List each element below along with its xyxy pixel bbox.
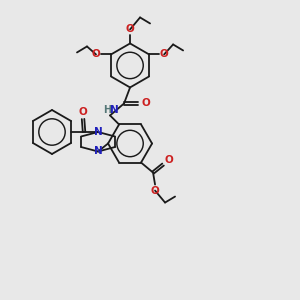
Text: O: O — [142, 98, 150, 108]
Text: O: O — [151, 186, 159, 196]
Text: O: O — [160, 50, 169, 59]
Text: O: O — [92, 50, 100, 59]
Text: O: O — [79, 107, 87, 117]
Text: O: O — [165, 154, 173, 165]
Text: O: O — [126, 24, 134, 34]
Text: N: N — [94, 146, 102, 157]
Text: H: H — [103, 105, 111, 116]
Text: N: N — [94, 127, 102, 137]
Text: N: N — [110, 105, 118, 116]
